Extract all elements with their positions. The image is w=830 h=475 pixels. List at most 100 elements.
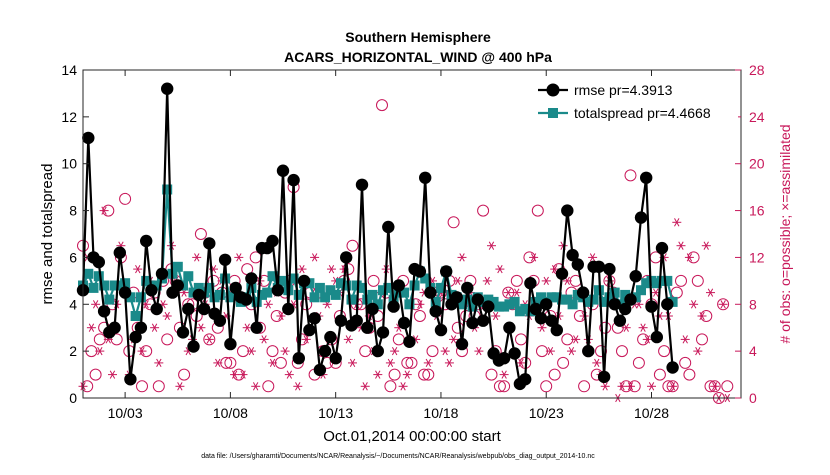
y-axis-left-ticks: 0 2 4 6 8 10 12 14 [61, 62, 89, 406]
obs-assimilated-point [133, 264, 143, 274]
obs-possible-point [548, 368, 561, 381]
obs-possible-point [696, 333, 708, 346]
obs-assimilated-point [238, 370, 248, 379]
totalspread-point [662, 275, 673, 286]
obs-assimilated-point [373, 370, 383, 379]
rmse-point [471, 293, 484, 306]
totalspread-point [657, 275, 667, 286]
rmse-point [508, 347, 521, 360]
obs-possible-point [136, 380, 148, 393]
totalspread-point [109, 280, 120, 291]
obs-possible-point [426, 345, 439, 358]
chart-title-line1: Southern Hemisphere [345, 29, 491, 45]
totalspread-point [420, 273, 431, 284]
rmse-point [634, 211, 648, 224]
obs-assimilated-point [268, 358, 277, 368]
y-right-tick-label: 16 [749, 203, 765, 219]
obs-possible-point [119, 192, 132, 205]
obs-possible-point [359, 345, 372, 358]
obs-assimilated-point [697, 311, 707, 321]
totalspread-point [251, 296, 262, 307]
obs-assimilated-point [440, 346, 450, 356]
rmse-point [340, 251, 353, 264]
totalspread-point [457, 299, 467, 310]
rmse-point [592, 260, 606, 273]
rmse-point [197, 302, 211, 316]
rmse-point [534, 312, 548, 325]
obs-assimilated-point [537, 323, 547, 332]
obs-possible-point [653, 368, 666, 381]
obs-possible-point [632, 356, 645, 369]
obs-assimilated-point [453, 276, 463, 286]
rmse-point [529, 302, 542, 316]
rmse-point [282, 302, 295, 316]
totalspread-point [493, 301, 504, 312]
obs-assimilated-point [706, 288, 715, 297]
totalspread-point [609, 287, 620, 298]
obs-assimilated-point [545, 346, 555, 356]
rmse-point [140, 234, 153, 248]
y-left-tick-label: 4 [69, 296, 77, 312]
legend: rmse pr=4.3913 totalspread pr=4.4668 [533, 76, 738, 124]
totalspread-point [641, 278, 652, 289]
obs-assimilated-point [567, 346, 576, 356]
totalspread-point [257, 289, 267, 300]
obs-possible-point [561, 333, 574, 346]
obs-possible-point [536, 345, 548, 358]
totalspread-point [367, 289, 378, 300]
obs-assimilated-point [676, 241, 686, 250]
obs-possible-point [367, 274, 380, 287]
y-right-tick-label: 20 [749, 156, 765, 172]
rmse-point [397, 316, 411, 330]
rmse-point [292, 352, 305, 365]
rmse-point [118, 286, 132, 299]
rmse-point [571, 258, 584, 271]
obs-assimilated-point [689, 300, 699, 309]
obs-possible-point [418, 368, 431, 381]
rmse-point [371, 344, 384, 358]
rmse-point [434, 323, 448, 337]
obs-assimilated-point [617, 382, 627, 391]
obs-possible-point [447, 216, 460, 229]
totalspread-point [488, 296, 499, 307]
rmse-point [450, 291, 463, 304]
obs-possible-point [89, 368, 102, 381]
rmse-point [303, 323, 316, 337]
obs-assimilated-point [684, 253, 694, 262]
obs-assimilated-point [710, 382, 720, 391]
rmse-point [550, 323, 563, 337]
totalspread-point [172, 261, 183, 272]
obs-assimilated-point [246, 346, 256, 356]
totalspread-series [78, 184, 678, 321]
x-tick-label: 10/18 [423, 405, 458, 421]
totalspread-point [130, 311, 141, 321]
rmse-point [666, 361, 679, 374]
rmse-point [318, 344, 332, 358]
totalspread-point [88, 282, 99, 293]
totalspread-point [320, 292, 331, 303]
totalspread-point [357, 282, 367, 293]
obs-possible-point [405, 356, 418, 369]
rmse-point [629, 270, 642, 283]
y-axis-left-label: rmse and totalspread [39, 164, 56, 305]
totalspread-point [404, 299, 415, 310]
rmse-point [245, 272, 258, 285]
obs-assimilated-point [154, 358, 164, 368]
obs-assimilated-point [348, 358, 357, 368]
totalspread-point [604, 292, 615, 303]
totalspread-point [325, 285, 336, 296]
rmse-point [145, 284, 158, 297]
totalspread-point [125, 292, 136, 303]
totalspread-point [104, 294, 115, 305]
totalspread-point [372, 299, 383, 310]
obs-assimilated-point [701, 241, 711, 250]
x-tick-label: 10/13 [318, 405, 353, 421]
rmse-point [229, 281, 242, 295]
obs-possible-point [515, 333, 527, 346]
obs-possible-point [493, 380, 506, 393]
rmse-point [297, 274, 311, 288]
rmse-point [203, 237, 216, 250]
rmse-point [497, 352, 511, 365]
rmse-point [661, 298, 674, 311]
obs-possible-point [477, 204, 490, 217]
